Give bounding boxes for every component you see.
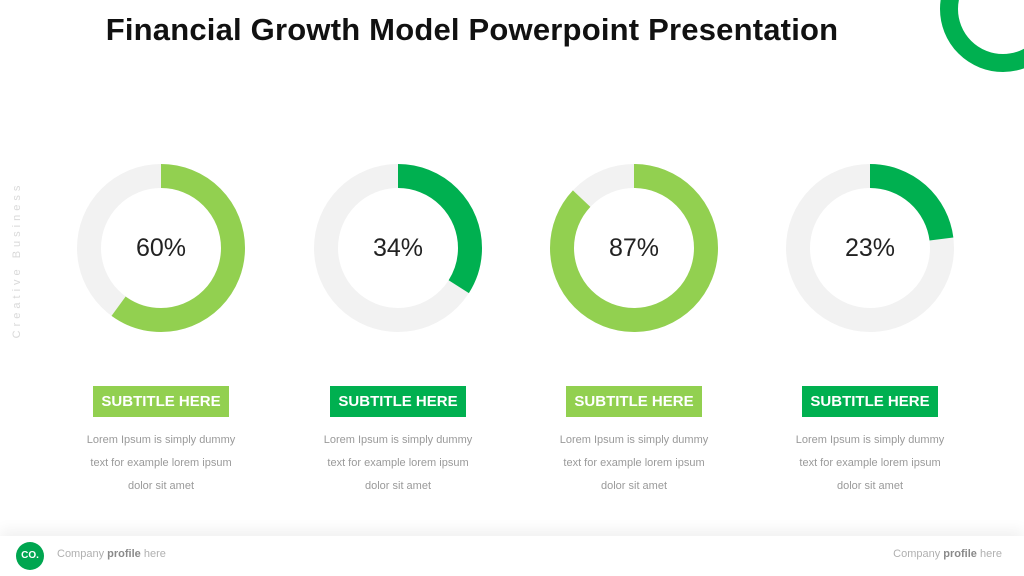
donut-arc bbox=[77, 164, 245, 332]
metric-card-2: 34% SUBTITLE HERE Lorem Ipsum is simply … bbox=[298, 160, 498, 498]
donut-arc bbox=[550, 164, 718, 332]
description-line: Lorem Ipsum is simply dummy bbox=[559, 434, 709, 446]
description-line: dolor sit amet bbox=[127, 480, 195, 492]
description: Lorem Ipsum is simply dummy text for exa… bbox=[61, 429, 261, 498]
description-line: dolor sit amet bbox=[600, 480, 668, 492]
metric-card-3: 87% SUBTITLE HERE Lorem Ipsum is simply … bbox=[534, 160, 734, 498]
description-line: text for example lorem ipsum bbox=[90, 457, 232, 469]
footer-right-bold: profile bbox=[943, 548, 977, 560]
percent-label: 34% bbox=[372, 234, 424, 262]
description-line: dolor sit amet bbox=[836, 480, 904, 492]
description-line: dolor sit amet bbox=[364, 480, 432, 492]
footer-bar: CO. Company profile here Company profile… bbox=[0, 536, 1024, 576]
footer-left-prefix: Company bbox=[57, 548, 105, 560]
percent-label: 60% bbox=[135, 234, 187, 262]
donut-arc bbox=[314, 164, 482, 332]
footer-left-suffix: here bbox=[143, 548, 166, 560]
footer-left-bold: profile bbox=[107, 548, 141, 560]
description-line: text for example lorem ipsum bbox=[327, 457, 469, 469]
description: Lorem Ipsum is simply dummy text for exa… bbox=[770, 429, 970, 498]
footer-right-prefix: Company bbox=[893, 548, 941, 560]
description: Lorem Ipsum is simply dummy text for exa… bbox=[534, 429, 734, 498]
subtitle-badge: SUBTITLE HERE bbox=[802, 386, 938, 417]
side-label: Creative Business bbox=[11, 181, 23, 339]
description-line: text for example lorem ipsum bbox=[563, 457, 705, 469]
company-logo: CO. bbox=[16, 542, 44, 570]
subtitle-badge: SUBTITLE HERE bbox=[330, 386, 466, 417]
percent-label: 87% bbox=[608, 234, 660, 262]
metric-card-1: 60% SUBTITLE HERE Lorem Ipsum is simply … bbox=[61, 160, 261, 498]
metric-card-4: 23% SUBTITLE HERE Lorem Ipsum is simply … bbox=[770, 160, 970, 498]
donut-arc bbox=[786, 164, 954, 332]
description-line: Lorem Ipsum is simply dummy bbox=[795, 434, 945, 446]
footer-right-text: Company profile here bbox=[893, 548, 1002, 560]
donut-chart bbox=[77, 164, 245, 332]
donut-chart bbox=[550, 164, 718, 332]
description-line: Lorem Ipsum is simply dummy bbox=[86, 434, 236, 446]
footer-left-text: Company profile here bbox=[57, 548, 166, 560]
slide-title: Financial Growth Model Powerpoint Presen… bbox=[105, 12, 839, 47]
subtitle-badge: SUBTITLE HERE bbox=[566, 386, 702, 417]
subtitle-badge: SUBTITLE HERE bbox=[93, 386, 229, 417]
donut-chart bbox=[786, 164, 954, 332]
description: Lorem Ipsum is simply dummy text for exa… bbox=[298, 429, 498, 498]
description-line: text for example lorem ipsum bbox=[799, 457, 941, 469]
donut-chart bbox=[314, 164, 482, 332]
corner-ring-decoration bbox=[940, 0, 1024, 72]
footer-right-suffix: here bbox=[979, 548, 1002, 560]
description-line: Lorem Ipsum is simply dummy bbox=[323, 434, 473, 446]
percent-label: 23% bbox=[844, 234, 896, 262]
